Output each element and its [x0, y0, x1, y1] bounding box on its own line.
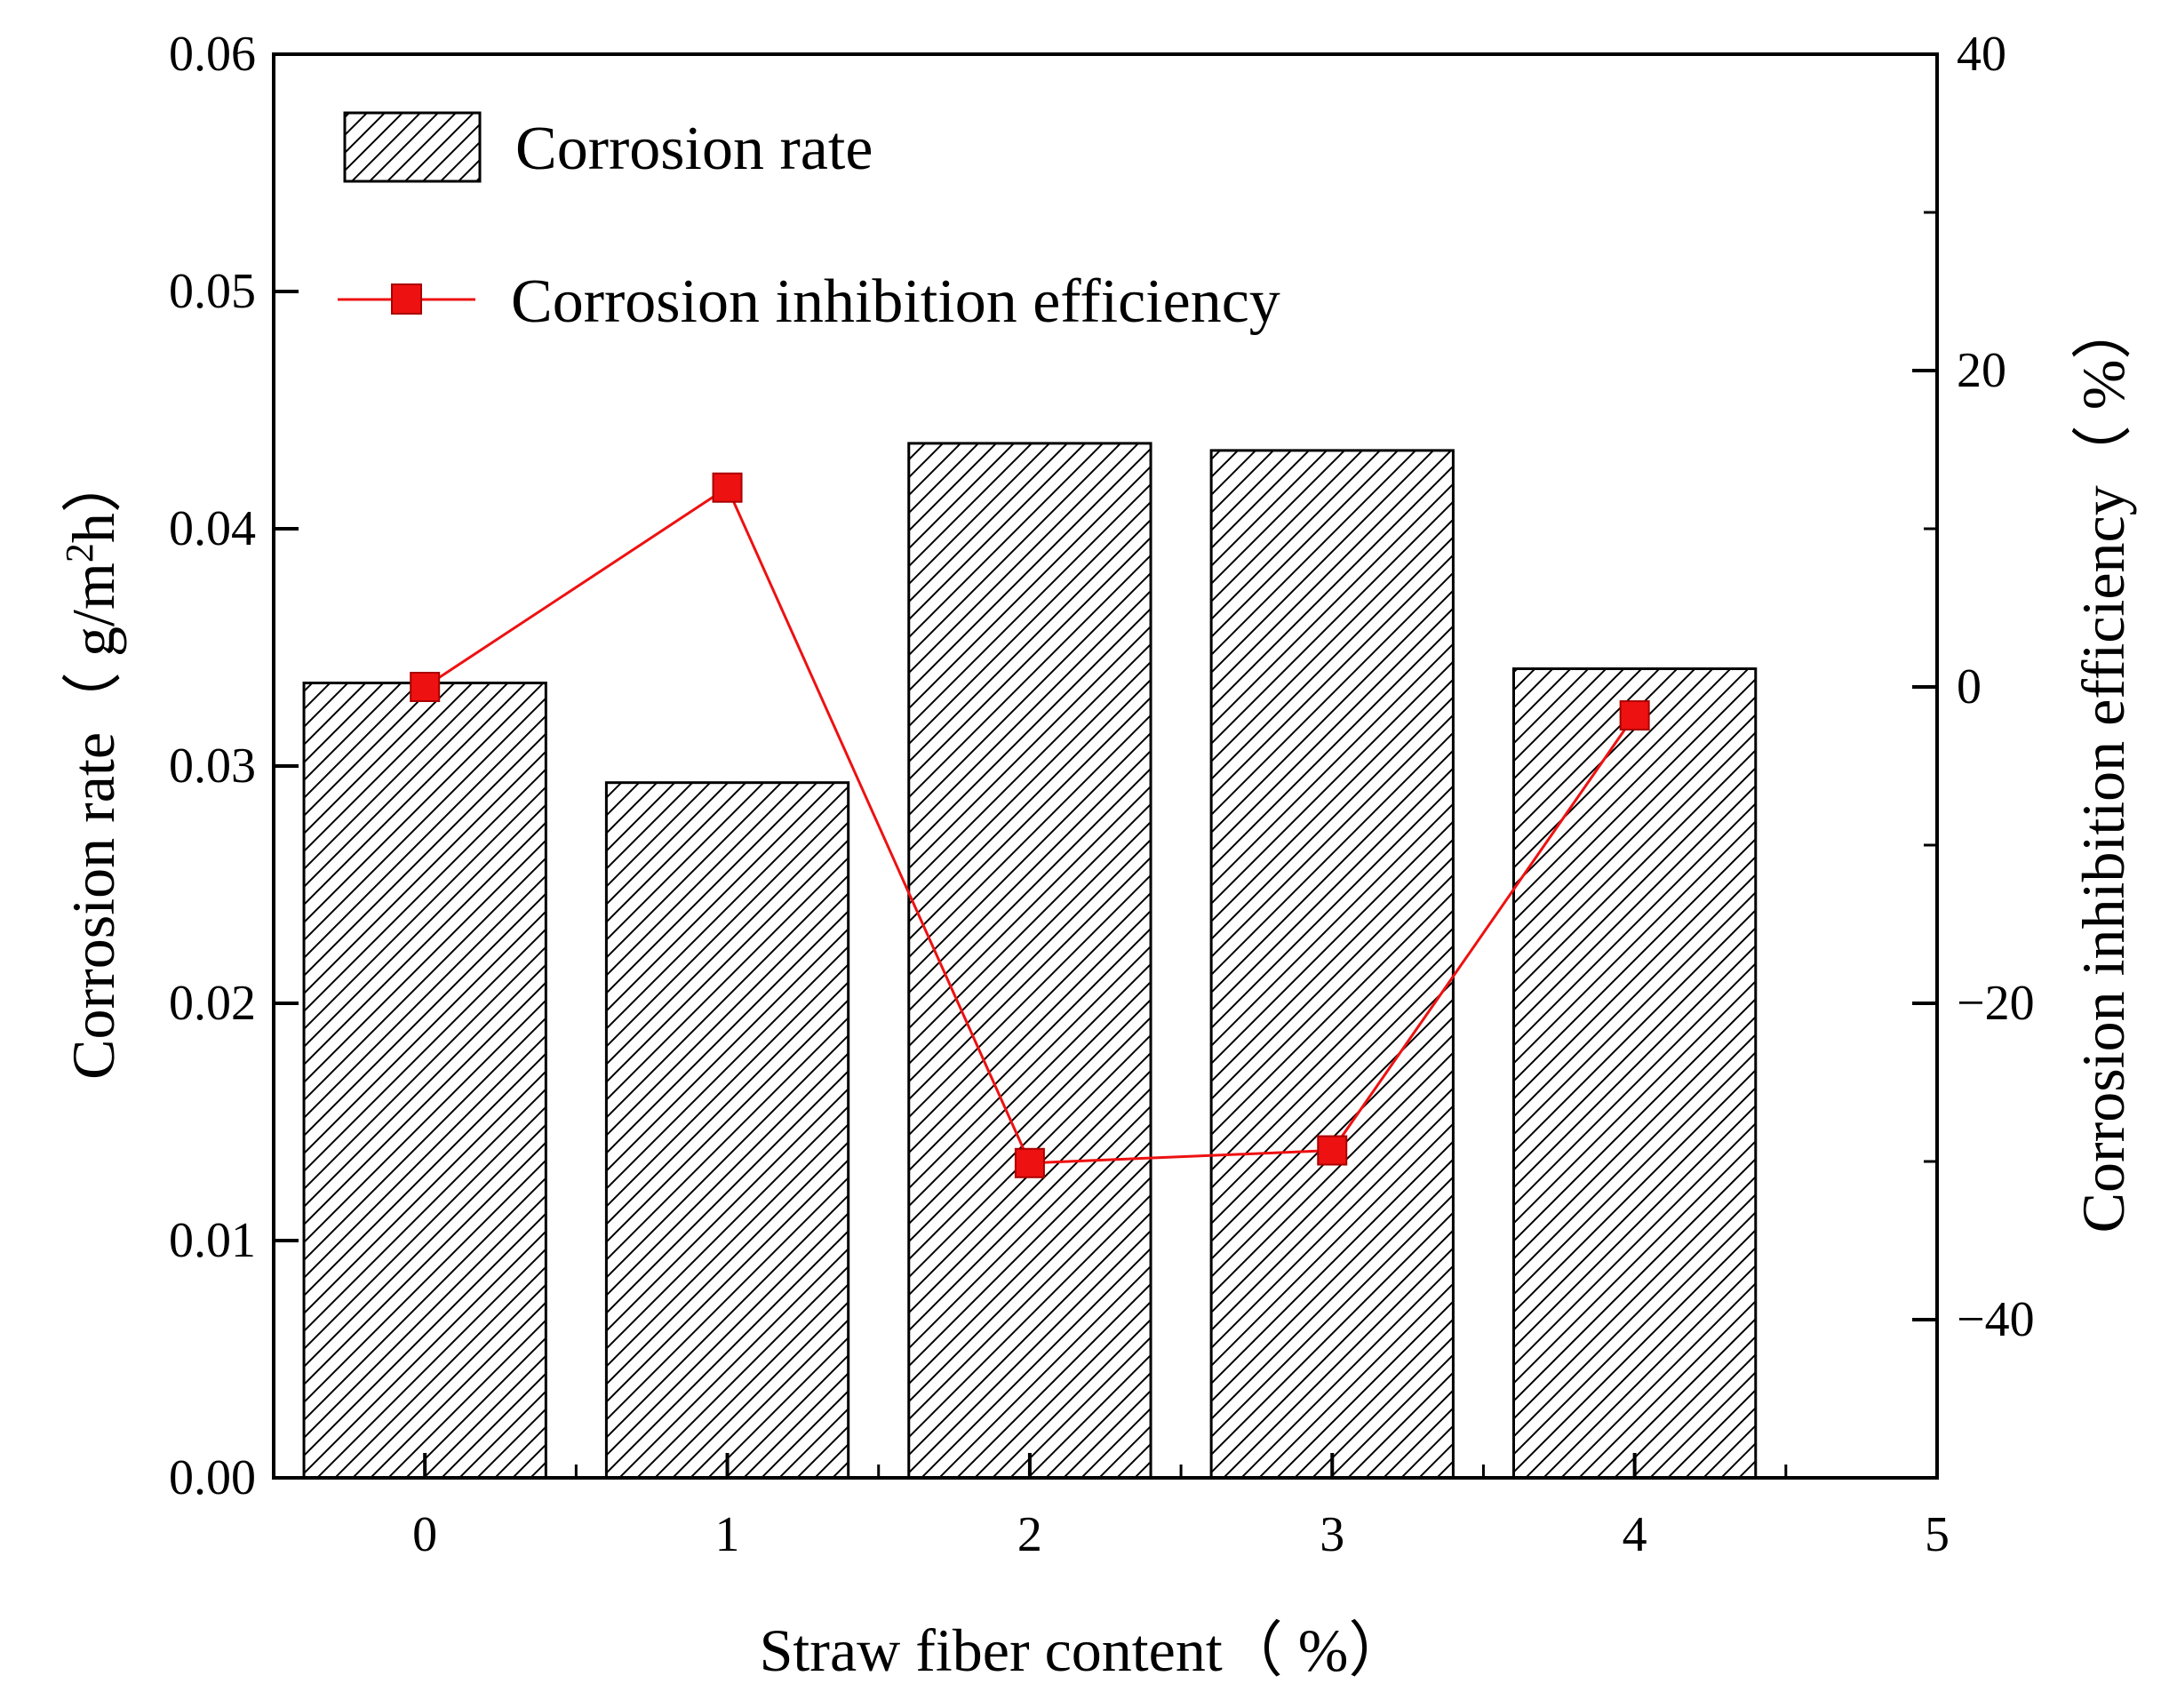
y-left-tick-label: 0.03: [169, 738, 256, 794]
x-axis-title: Straw fiber content（ %）: [760, 1616, 1409, 1684]
bar-1: [604, 781, 850, 1480]
y-right-tick-label: 40: [1957, 27, 2006, 82]
legend-swatch-bar: [343, 111, 482, 183]
y-right-axis-title: Corrosion inhibition efficiency（ %）: [2069, 299, 2137, 1233]
efficiency-point-1: [712, 472, 743, 503]
efficiency-point-4: [1619, 700, 1650, 731]
y-left-axis-title: Corrosion rate（ g/m2h）: [58, 452, 128, 1080]
y-left-tick-label: 0.04: [169, 501, 256, 556]
bar-4: [1511, 667, 1758, 1480]
y-left-axis-title-end: h）: [60, 452, 127, 543]
legend-label-inhibition-efficiency: Corrosion inhibition efficiency: [511, 267, 1280, 336]
bar-2: [907, 442, 1152, 1480]
x-tick-label-4: 4: [1623, 1507, 1647, 1562]
y-right-tick-label: 0: [1957, 659, 1982, 714]
x-tick-label-1: 1: [715, 1507, 740, 1562]
bars-layer: [302, 442, 1758, 1480]
y-left-axis-title-sup: 2: [58, 543, 101, 563]
legend-label-corrosion-rate: Corrosion rate: [515, 115, 873, 183]
bar-3: [1209, 449, 1455, 1480]
efficiency-point-0: [410, 672, 441, 702]
ticks-layer: 0 1 2 3 4 5 0.00 0.01 0.02 0.03 0.04 0.05 0.06 −40 −20…: [169, 27, 2035, 1562]
y-left-tick-label: 0.02: [169, 976, 256, 1031]
x-tick-label-5: 5: [1925, 1507, 1950, 1562]
y-left-axis-title-main: Corrosion rate（ g/m: [60, 563, 127, 1080]
y-left-tick-label: 0.05: [169, 264, 256, 319]
legend-swatch-marker: [391, 283, 422, 315]
y-left-tick-label: 0.06: [169, 27, 256, 82]
legend: Corrosion rate Corrosion inhibition effi…: [338, 111, 1280, 336]
y-right-tick-label: 20: [1957, 343, 2006, 398]
y-right-tick-label: −40: [1957, 1292, 2035, 1347]
x-tick-label-0: 0: [412, 1507, 437, 1562]
efficiency-point-3: [1317, 1135, 1348, 1166]
line-layer: [410, 472, 1650, 1178]
efficiency-point-2: [1014, 1147, 1045, 1178]
x-tick-label-2: 2: [1017, 1507, 1042, 1562]
bar-0: [302, 682, 547, 1480]
y-left-tick-label: 0.00: [169, 1450, 256, 1505]
y-left-tick-label: 0.01: [169, 1213, 256, 1268]
y-right-tick-label: −20: [1957, 976, 2035, 1031]
x-tick-label-3: 3: [1320, 1507, 1344, 1562]
